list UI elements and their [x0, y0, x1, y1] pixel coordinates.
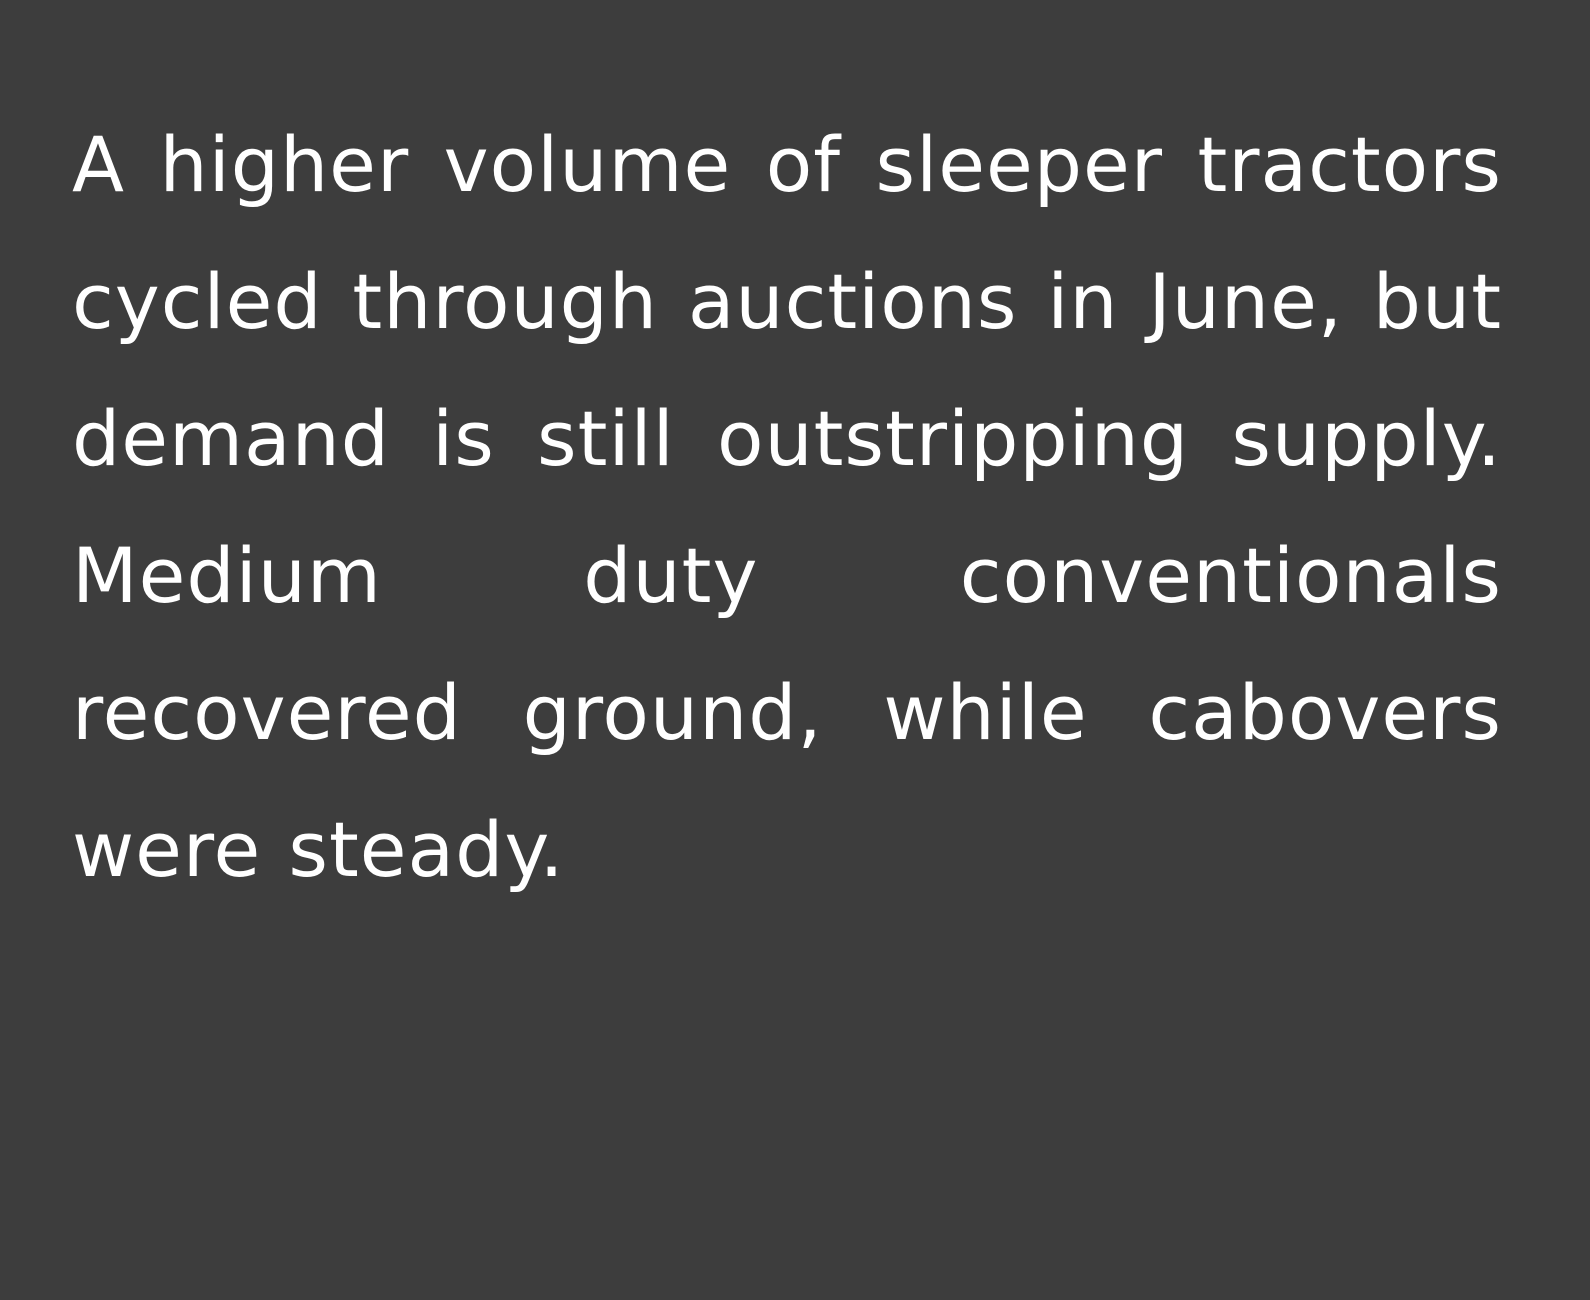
body-paragraph: A higher volume of sleeper tractors cycl…: [72, 120, 1502, 894]
